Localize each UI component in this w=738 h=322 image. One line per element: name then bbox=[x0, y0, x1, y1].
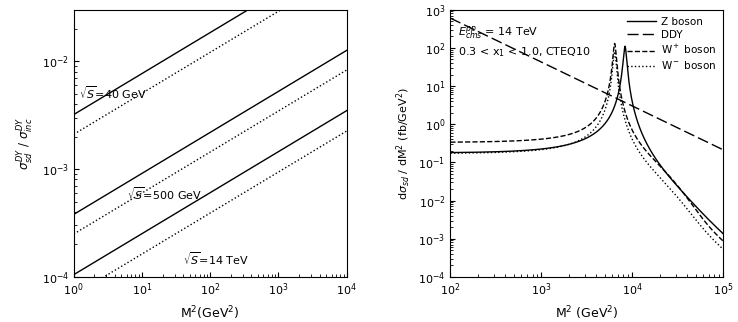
DDY bbox=[719, 148, 728, 152]
W$^-$ boson bbox=[719, 247, 728, 251]
W$^+$ boson bbox=[610, 44, 618, 48]
W$^+$ boson bbox=[446, 140, 455, 144]
Z boson bbox=[446, 151, 455, 155]
W$^-$ boson bbox=[670, 192, 679, 196]
W$^+$ boson bbox=[551, 136, 559, 139]
Z boson bbox=[610, 106, 618, 109]
DDY bbox=[610, 95, 618, 99]
DDY bbox=[624, 102, 632, 106]
W$^+$ boson bbox=[610, 42, 619, 45]
W$^+$ boson bbox=[649, 158, 658, 162]
DDY bbox=[446, 16, 455, 20]
DDY bbox=[649, 115, 658, 118]
W$^-$ boson bbox=[624, 127, 632, 131]
Z boson bbox=[719, 232, 728, 236]
Y-axis label: d$\sigma_{sd}$ / dM$^2$ (fb/GeV$^2$): d$\sigma_{sd}$ / dM$^2$ (fb/GeV$^2$) bbox=[394, 87, 413, 200]
W$^+$ boson bbox=[495, 139, 504, 143]
X-axis label: M$^2$(GeV$^2$): M$^2$(GeV$^2$) bbox=[181, 304, 240, 322]
Line: DDY: DDY bbox=[450, 18, 723, 150]
DDY bbox=[495, 40, 504, 44]
W$^-$ boson bbox=[610, 52, 618, 56]
Line: W$^+$ boson: W$^+$ boson bbox=[450, 43, 723, 241]
W$^-$ boson bbox=[649, 169, 658, 173]
Z boson bbox=[670, 181, 679, 185]
Z boson bbox=[649, 154, 658, 158]
Text: $\sqrt{S}$=14 TeV: $\sqrt{S}$=14 TeV bbox=[183, 250, 249, 267]
Z boson bbox=[621, 44, 630, 48]
W$^-$ boson bbox=[551, 146, 559, 150]
Z boson bbox=[495, 150, 504, 154]
Text: $\sqrt{S}$=500 GeV: $\sqrt{S}$=500 GeV bbox=[127, 185, 202, 202]
W$^+$ boson bbox=[670, 180, 679, 184]
Line: W$^-$ boson: W$^-$ boson bbox=[450, 52, 723, 249]
Legend: Z boson, DDY, W$^+$ boson, W$^-$ boson: Z boson, DDY, W$^+$ boson, W$^-$ boson bbox=[625, 15, 718, 73]
Y-axis label: $\sigma_{sd}^{DY}$ / $\sigma_{inc}^{DY}$: $\sigma_{sd}^{DY}$ / $\sigma_{inc}^{DY}$ bbox=[16, 117, 36, 170]
Text: $\sqrt{S}$=40 GeV: $\sqrt{S}$=40 GeV bbox=[79, 84, 147, 100]
Text: $E_{cms}^{pp}$ = 14 TeV: $E_{cms}^{pp}$ = 14 TeV bbox=[458, 24, 538, 41]
W$^-$ boson bbox=[610, 50, 619, 53]
W$^-$ boson bbox=[495, 150, 504, 154]
Z boson bbox=[551, 145, 559, 149]
Z boson bbox=[624, 71, 632, 74]
W$^+$ boson bbox=[624, 118, 632, 122]
Text: 0.3 < x$_1$ < 1.0, CTEQ10: 0.3 < x$_1$ < 1.0, CTEQ10 bbox=[458, 45, 590, 59]
W$^-$ boson bbox=[446, 151, 455, 155]
DDY bbox=[670, 125, 679, 128]
X-axis label: M$^2$ (GeV$^2$): M$^2$ (GeV$^2$) bbox=[555, 304, 618, 322]
Line: Z boson: Z boson bbox=[450, 46, 723, 234]
DDY bbox=[551, 67, 559, 71]
W$^+$ boson bbox=[719, 239, 728, 243]
